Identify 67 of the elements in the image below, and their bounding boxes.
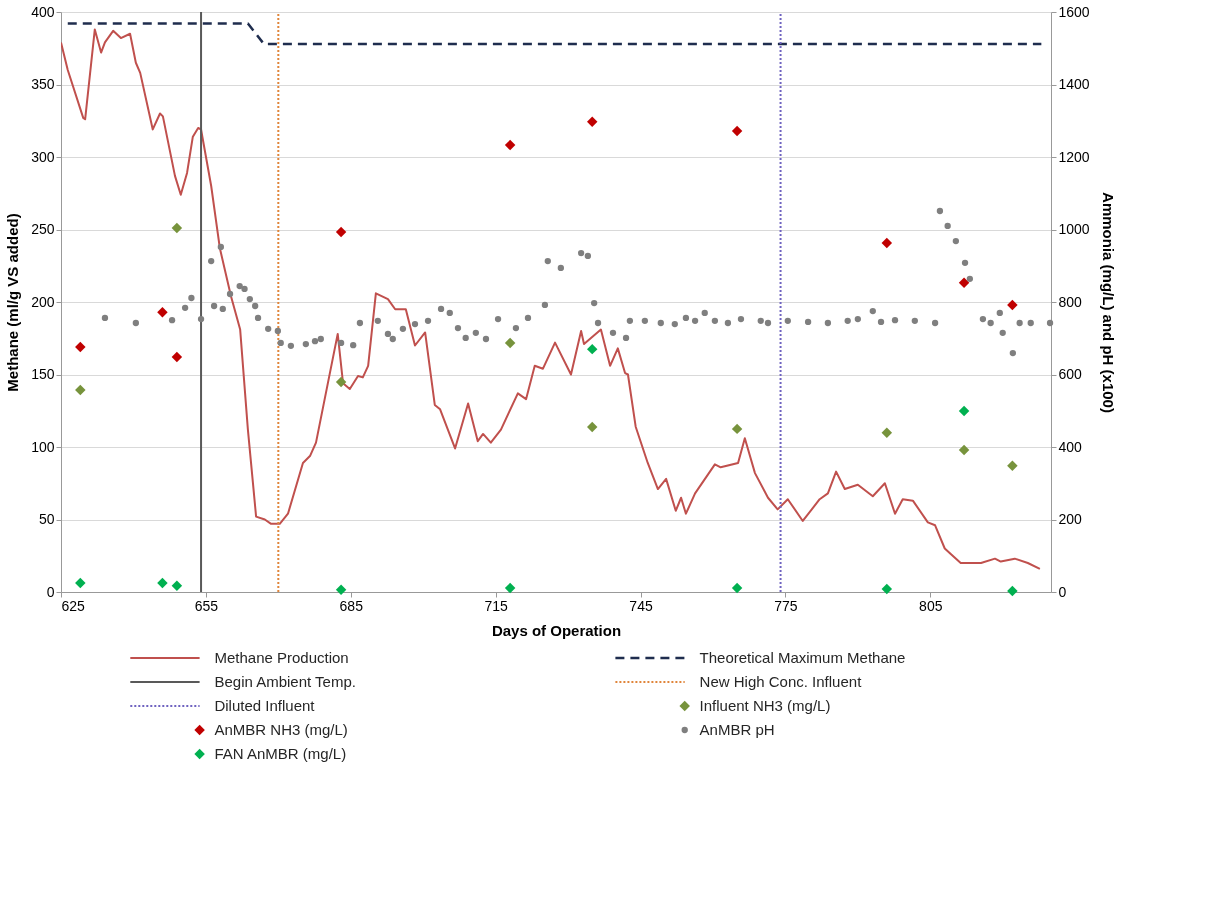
point bbox=[171, 351, 183, 363]
point bbox=[881, 427, 893, 439]
point bbox=[958, 277, 970, 289]
point bbox=[335, 376, 347, 388]
point bbox=[1007, 299, 1018, 311]
point bbox=[335, 226, 347, 238]
legend-label: New High Conc. Influent bbox=[699, 673, 863, 690]
point bbox=[504, 337, 516, 349]
y-tick-label: 150 bbox=[31, 366, 55, 382]
x-axis-title: Days of Operation bbox=[491, 621, 622, 639]
y2-axis-title: Ammonia (mg/L) and pH (x100) bbox=[1099, 192, 1117, 413]
point bbox=[731, 423, 743, 435]
point bbox=[75, 341, 86, 353]
point bbox=[75, 577, 86, 589]
y-tick-label: 300 bbox=[31, 148, 55, 165]
y-tick-label: 0 bbox=[46, 583, 55, 600]
point bbox=[958, 405, 970, 417]
x-tick-label: 745 bbox=[629, 597, 653, 614]
point bbox=[171, 580, 183, 592]
point bbox=[958, 444, 970, 456]
y2-tick-label: 0 bbox=[1058, 583, 1067, 600]
point bbox=[157, 306, 168, 318]
y-axis-title: Methane (ml/g VS added) bbox=[4, 213, 22, 392]
point bbox=[586, 343, 598, 355]
legend-label: FAN AnMBR (mg/L) bbox=[214, 745, 347, 762]
y2-tick-label: 1000 bbox=[1058, 221, 1090, 237]
point bbox=[1007, 460, 1018, 472]
legend-label: Influent NH3 (mg/L) bbox=[699, 697, 831, 714]
y2-tick-label: 800 bbox=[1058, 293, 1083, 310]
point bbox=[171, 222, 183, 234]
y2-tick-label: 1600 bbox=[1058, 3, 1090, 20]
point bbox=[75, 384, 86, 396]
legend-label: Theoretical Maximum Methane bbox=[699, 649, 906, 666]
point bbox=[881, 237, 893, 249]
y2-tick-label: 1200 bbox=[1058, 148, 1090, 165]
point bbox=[731, 582, 743, 594]
x-tick-label: 715 bbox=[484, 597, 509, 614]
point bbox=[731, 125, 743, 137]
y-tick-label: 200 bbox=[31, 293, 55, 310]
point bbox=[881, 583, 893, 595]
legend-label: Diluted Influent bbox=[214, 697, 316, 714]
y-tick-label: 350 bbox=[31, 76, 55, 92]
line-series bbox=[61, 28, 1041, 570]
legend-label: AnMBR NH3 (mg/L) bbox=[214, 721, 348, 738]
x-tick-label: 655 bbox=[194, 597, 219, 614]
point bbox=[586, 116, 598, 128]
x-tick-label: 805 bbox=[919, 597, 943, 614]
point bbox=[504, 582, 516, 594]
y2-tick-label: 400 bbox=[1058, 438, 1083, 455]
y-tick-label: 250 bbox=[31, 221, 55, 237]
point bbox=[335, 584, 347, 596]
y-tick-label: 400 bbox=[31, 3, 55, 20]
point bbox=[504, 139, 516, 151]
y2-tick-label: 200 bbox=[1058, 511, 1083, 527]
y-tick-label: 100 bbox=[31, 438, 55, 455]
y2-tick-label: 600 bbox=[1058, 366, 1083, 382]
point bbox=[1007, 585, 1018, 597]
legend-label: Begin Ambient Temp. bbox=[214, 673, 356, 690]
x-tick-label: 625 bbox=[61, 597, 86, 614]
y-tick-label: 50 bbox=[38, 511, 55, 527]
x-tick-label: 775 bbox=[774, 597, 798, 614]
x-tick-label: 685 bbox=[339, 597, 364, 614]
legend-label: Methane Production bbox=[214, 649, 349, 666]
point bbox=[586, 421, 598, 433]
point bbox=[157, 577, 168, 589]
legend-label: AnMBR pH bbox=[699, 721, 775, 738]
y2-tick-label: 1400 bbox=[1058, 76, 1090, 92]
